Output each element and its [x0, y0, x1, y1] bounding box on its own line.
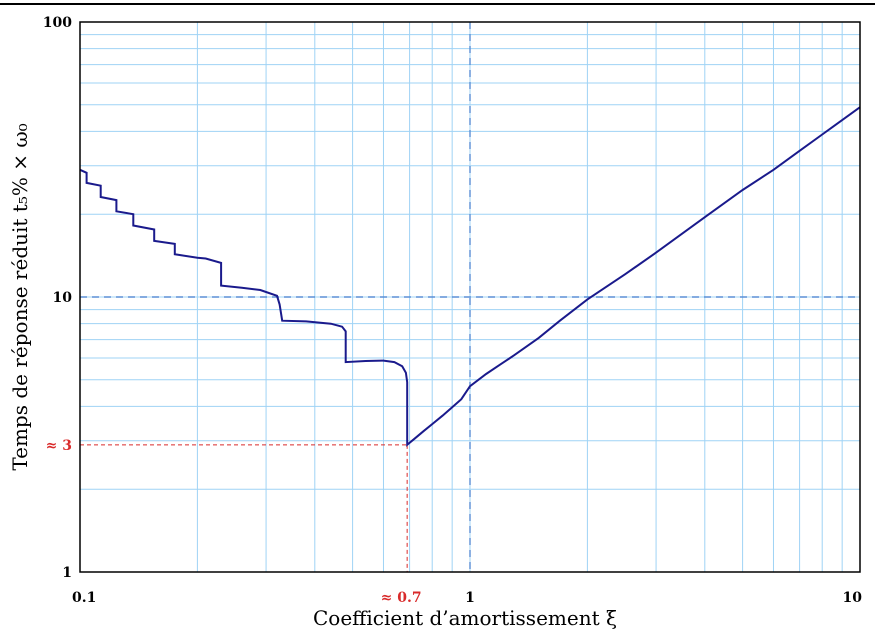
top-rule — [0, 3, 875, 5]
x-axis-title: Coefficient d’amortissement ξ — [313, 606, 617, 630]
y-tick-labels: 1 10 100 — [43, 15, 72, 581]
y-tick-label: 10 — [53, 290, 73, 306]
annotation-label-y: ≈ 3 — [46, 438, 72, 454]
series-line — [79, 106, 861, 447]
y-axis-title: Temps de réponse réduit t₅% × ω₀ — [8, 123, 32, 470]
y-tick-label: 1 — [62, 565, 72, 581]
x-tick-labels: 0.1 1 10 — [72, 590, 862, 606]
annotations: ≈ 0.7 ≈ 3 — [46, 438, 422, 606]
y-tick-label: 100 — [43, 15, 72, 31]
x-tick-label: 1 — [465, 590, 475, 606]
annotation-label-x: ≈ 0.7 — [381, 590, 422, 606]
plot-frame — [79, 21, 861, 573]
x-tick-label: 0.1 — [72, 590, 96, 606]
reference-lines — [80, 22, 860, 572]
x-tick-label: 10 — [843, 590, 863, 606]
